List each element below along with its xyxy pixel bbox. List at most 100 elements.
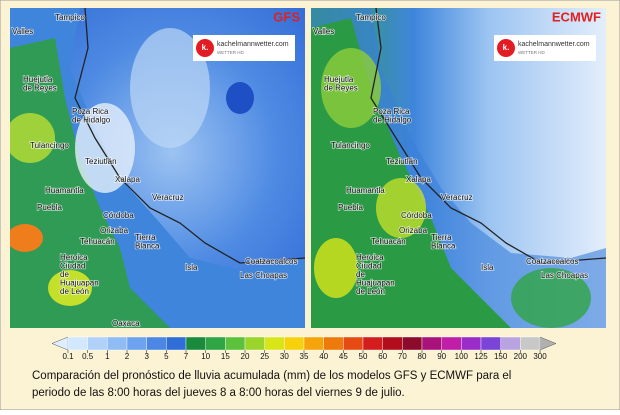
city-label: Blanca — [431, 242, 456, 251]
city-label: Orizaba — [399, 226, 428, 235]
city-label: Valles — [313, 27, 334, 36]
colorbar-swatch — [461, 336, 482, 351]
city-label: Córdoba — [103, 211, 134, 220]
colorbar-tick-label: 15 — [221, 352, 230, 361]
colorbar-tick-label: 125 — [474, 352, 488, 361]
colorbar-swatch — [421, 336, 442, 351]
city-label: Teziutlán — [85, 157, 117, 166]
city-label: Coatzacoalcos — [526, 257, 578, 266]
city-label: Tehuacán — [80, 237, 115, 246]
city-label: Huajuapan — [356, 279, 395, 288]
colorbar-tick-label: 7 — [184, 352, 189, 361]
colorbar-swatch — [244, 336, 265, 351]
city-label: Las Choapas — [240, 271, 287, 280]
colorbar-swatch — [87, 336, 108, 351]
colorbar-tick-label: 20 — [241, 352, 250, 361]
city-label: Las Choapas — [541, 271, 588, 280]
city-label: Huejutla — [324, 75, 354, 84]
colorbar-tick-label: 25 — [260, 352, 269, 361]
colorbar-swatch — [107, 336, 128, 351]
colorbar-tick-label: 5 — [164, 352, 169, 361]
city-label: Ciudad — [356, 262, 381, 271]
city-label: Tierra — [135, 233, 156, 242]
colorbar-tick-label: 100 — [455, 352, 469, 361]
city-label: Xalapa — [406, 175, 431, 184]
city-label: Tampico — [356, 13, 386, 22]
city-label: Teziutlán — [386, 157, 418, 166]
colorbar-swatch — [303, 336, 324, 351]
city-label: Poza Rica — [72, 107, 109, 116]
colorbar-tick-label: 1 — [105, 352, 110, 361]
city-label: Valles — [12, 27, 33, 36]
city-label: de León — [60, 287, 89, 296]
colorbar-tick-label: 40 — [319, 352, 328, 361]
colorbar-swatch — [520, 336, 541, 351]
colorbar-tick-label: 150 — [494, 352, 508, 361]
caption-line: Comparación del pronóstico de lluvia acu… — [32, 370, 511, 382]
city-label: Tierra — [431, 233, 452, 242]
colorbar-tick-label: 2 — [125, 352, 130, 361]
colorbar-swatch — [362, 336, 383, 351]
city-label: Córdoba — [401, 211, 432, 220]
city-label: de León — [356, 287, 385, 296]
city-label: Tehuacán — [371, 237, 406, 246]
colorbar-tick-label: 45 — [339, 352, 348, 361]
colorbar-swatch — [500, 336, 521, 351]
logo-icon: k. — [202, 43, 209, 52]
colorbar-swatch — [264, 336, 285, 351]
city-label: Blanca — [135, 242, 160, 251]
city-label: Poza Rica — [373, 107, 410, 116]
colorbar-tick-label: 60 — [378, 352, 387, 361]
logo-circle — [196, 39, 214, 57]
colorbar-swatch — [441, 336, 462, 351]
colorbar-swatch — [402, 336, 423, 351]
colorbar-tick-label: 0.5 — [82, 352, 94, 361]
colorbar-swatch — [343, 336, 364, 351]
colorbar-tick-label: 80 — [418, 352, 427, 361]
colorbar-swatch — [480, 336, 501, 351]
city-label: de Hidalgo — [72, 116, 111, 125]
city-label: Tampico — [55, 13, 85, 22]
colorbar-swatch — [126, 336, 147, 351]
model-name: GFS — [273, 9, 300, 24]
city-label: Isla — [481, 263, 494, 272]
city-label: Tulancingo — [30, 141, 69, 150]
colorbar-tick-label: 3 — [144, 352, 149, 361]
city-label: Heroica — [356, 253, 384, 262]
city-label: Oaxaca — [112, 319, 140, 328]
model-name: ECMWF — [552, 9, 601, 24]
city-label: Ciudad — [60, 262, 85, 271]
colorbar-swatch — [205, 336, 226, 351]
city-label: Isla — [185, 263, 198, 272]
colorbar: 0.1 0.5 1 2 3 5 7 10 15 20 25 30 35 40 45 50 60 70 80 90 100… — [51, 336, 557, 361]
city-label: de Reyes — [324, 84, 358, 93]
colorbar-tick-label: 10 — [201, 352, 210, 361]
caption-line: periodo de las 8:00 horas del jueves 8 a… — [32, 387, 405, 399]
colorbar-swatch — [67, 336, 88, 351]
city-label: Huajuapan — [60, 279, 99, 288]
colorbar-tick-label: 30 — [280, 352, 289, 361]
city-label: Veracruz — [152, 193, 184, 202]
logo-circle — [497, 39, 515, 57]
colorbar-tick-label: 70 — [398, 352, 407, 361]
colorbar-swatch — [185, 336, 206, 351]
city-label: Puebla — [338, 203, 363, 212]
city-label: de — [60, 270, 69, 279]
colorbar-swatch — [166, 336, 187, 351]
city-label: de Hidalgo — [373, 116, 412, 125]
colorbar-swatch — [284, 336, 305, 351]
city-label: Huamantla — [45, 186, 84, 195]
colorbar-tick-label: 300 — [533, 352, 547, 361]
city-label: de — [356, 270, 365, 279]
colorbar-tick-label: 0.1 — [62, 352, 74, 361]
city-label: Coatzacoalcos — [245, 257, 297, 266]
logo-text: kachelmannwetter.com — [217, 41, 289, 48]
city-label: Orizaba — [100, 226, 129, 235]
city-label: Heroica — [60, 253, 88, 262]
colorbar-swatch — [146, 336, 167, 351]
colorbar-tick-label: 35 — [300, 352, 309, 361]
colorbar-swatch — [225, 336, 246, 351]
